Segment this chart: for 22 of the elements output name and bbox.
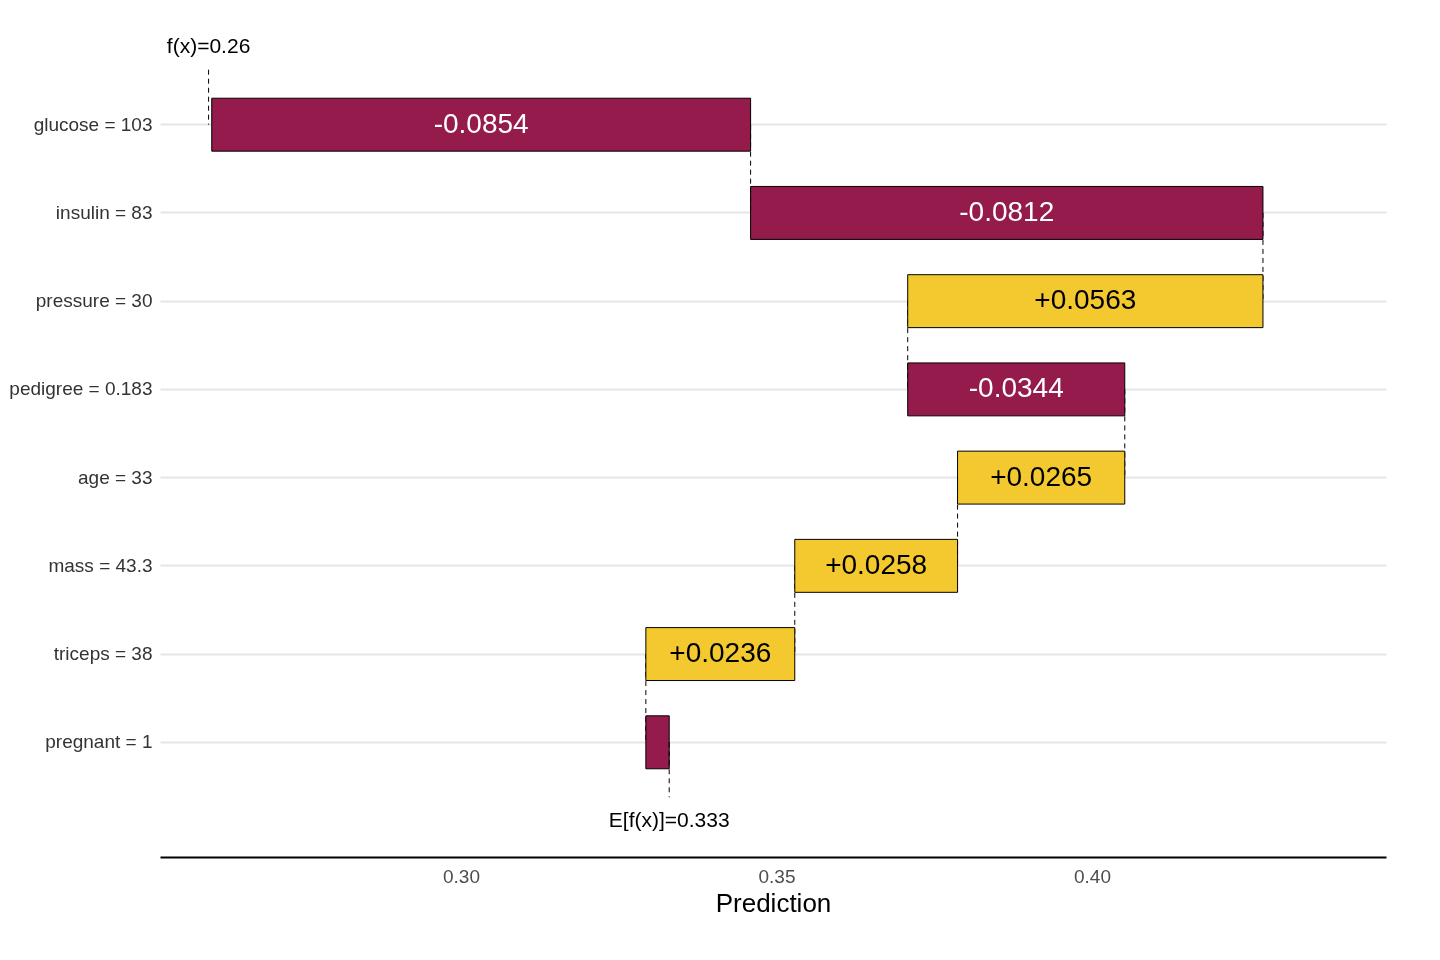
- annotation: E[f(x)]=0.333: [608, 808, 730, 832]
- annotation: f(x)=0.26: [166, 33, 251, 57]
- data-label: +0.0236: [669, 637, 772, 669]
- x-tick-label: 0.35: [758, 865, 796, 887]
- data-label: +0.0258: [825, 548, 928, 580]
- data-label: +0.0563: [1034, 284, 1137, 316]
- x-tick-label: 0.30: [442, 865, 480, 887]
- x-tick-label: 0.40: [1073, 865, 1111, 887]
- data-label: -0.0854: [433, 107, 529, 139]
- y-tick-label: pregnant = 1: [45, 731, 153, 753]
- bar: [645, 715, 670, 770]
- y-tick-label: pressure = 30: [35, 290, 153, 312]
- y-tick-label: age = 33: [78, 466, 153, 488]
- y-tick-label: insulin = 83: [55, 201, 153, 223]
- x-axis-title: Prediction: [715, 887, 832, 918]
- y-tick-label: triceps = 38: [53, 643, 153, 665]
- data-label: +0.0265: [990, 460, 1093, 492]
- y-tick-label: pedigree = 0.183: [9, 378, 153, 400]
- data-label: -0.0344: [968, 372, 1064, 404]
- y-tick-label: mass = 43.3: [48, 554, 153, 576]
- y-tick-label: glucose = 103: [33, 113, 153, 135]
- data-label: -0.0812: [959, 195, 1055, 227]
